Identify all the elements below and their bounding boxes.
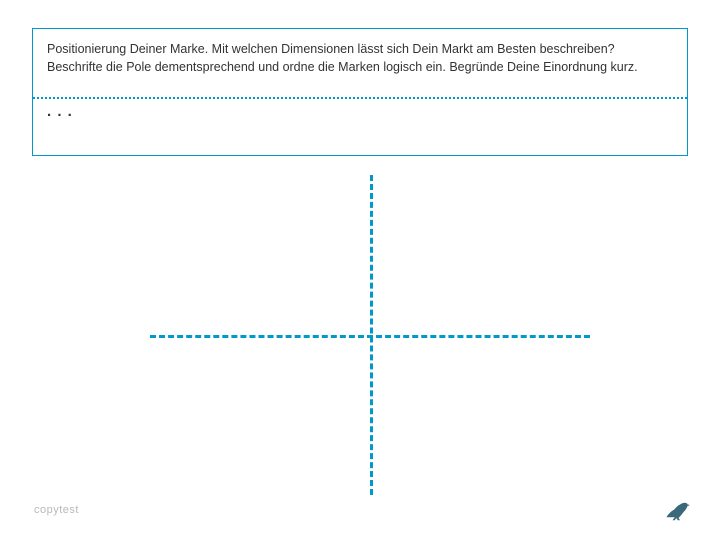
footer-label: copytest bbox=[34, 504, 79, 516]
dotted-divider bbox=[33, 97, 687, 99]
positioning-quadrant bbox=[150, 175, 590, 495]
ellipsis-placeholder: . . . bbox=[47, 103, 73, 120]
vertical-axis bbox=[370, 175, 373, 495]
instruction-text: Positionierung Deiner Marke. Mit welchen… bbox=[33, 29, 687, 84]
bird-icon bbox=[662, 496, 692, 522]
instruction-box: Positionierung Deiner Marke. Mit welchen… bbox=[32, 28, 688, 156]
